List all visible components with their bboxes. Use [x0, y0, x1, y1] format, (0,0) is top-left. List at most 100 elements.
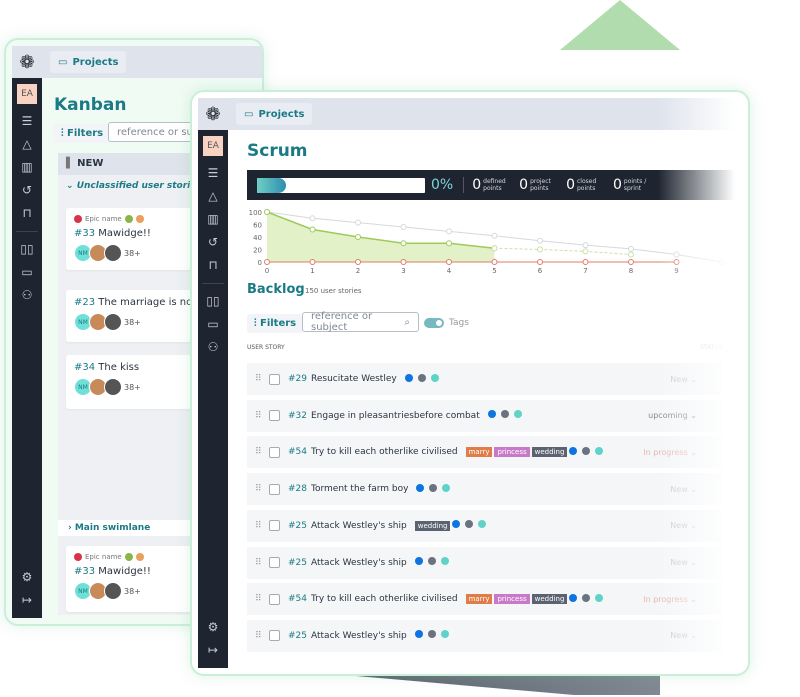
row-checkbox[interactable] — [269, 557, 280, 568]
video-icon[interactable]: ▭ — [21, 265, 33, 279]
status-dropdown[interactable]: In progress ⌄ — [643, 594, 697, 604]
epic-dot — [74, 215, 82, 223]
issues-icon[interactable]: ↺ — [21, 183, 33, 197]
tag[interactable]: marry — [465, 447, 493, 458]
team-icon[interactable]: ⚇ — [207, 340, 219, 354]
epics-icon[interactable]: △ — [208, 189, 218, 203]
row-checkbox[interactable] — [269, 446, 280, 458]
status-dropdown[interactable]: New ⌄ — [670, 374, 697, 384]
story-subject[interactable]: Try to kill each otherlike civilised — [311, 594, 458, 605]
story-subject[interactable]: Torment the farm boy — [311, 484, 409, 495]
sidebar: ❁ EA ☰ △ ▥ ↺ ⊓ ▯▯ ▭ ⚇ ⚙ ↦ — [198, 98, 228, 668]
series-area — [267, 212, 495, 262]
story-ref[interactable]: #28 — [288, 484, 307, 495]
card-title[interactable]: Mawidge!! — [98, 566, 151, 577]
progress-percent: 0% — [431, 177, 454, 193]
avatar[interactable]: EA — [203, 136, 223, 156]
drag-handle-icon[interactable]: ⠿ — [255, 447, 262, 458]
backlog-row[interactable]: ⠿ #25 Attack Westley's ship New ⌄ — [247, 546, 722, 579]
drag-handle-icon[interactable]: ⠿ — [255, 374, 262, 384]
story-subject[interactable]: Attack Westley's ship — [311, 630, 407, 641]
list-icon[interactable]: ☰ — [21, 114, 33, 128]
tag[interactable]: wedding — [531, 594, 568, 605]
backlog-row[interactable]: ⠿ #32 Engage in pleasantriesbefore combat u… — [247, 399, 722, 432]
logout-icon[interactable]: ↦ — [207, 643, 219, 657]
backlog-row[interactable]: ⠿ #54 Try to kill each otherlike civilised… — [247, 436, 722, 469]
story-ref[interactable]: #29 — [288, 374, 307, 384]
search-input[interactable]: reference or subject ⌕ — [302, 311, 419, 333]
row-checkbox[interactable] — [269, 593, 280, 605]
status-dropdown[interactable]: New ⌄ — [670, 631, 697, 641]
settings-icon[interactable]: ⚙ — [207, 620, 219, 634]
status-dropdown[interactable]: New ⌄ — [670, 521, 697, 531]
wiki-icon[interactable]: ▯▯ — [20, 242, 34, 256]
backlog-row[interactable]: ⠿ #28 Torment the farm boy New ⌄ — [247, 473, 722, 506]
card-ref[interactable]: #33 — [74, 566, 96, 577]
team-icon[interactable]: ⚇ — [21, 288, 33, 302]
search-icon[interactable]: ⌕ — [404, 316, 410, 328]
story-ref[interactable]: #25 — [288, 520, 307, 531]
list-icon[interactable]: ☰ — [207, 166, 219, 180]
status-dropdown[interactable]: upcoming ⌄ — [648, 411, 697, 421]
epics-icon[interactable]: △ — [22, 137, 32, 151]
story-ref[interactable]: #25 — [288, 630, 307, 641]
card-title[interactable]: The marriage is not valid — [98, 297, 224, 308]
status-dropdown[interactable]: New ⌄ — [670, 558, 697, 567]
video-icon[interactable]: ▭ — [207, 317, 219, 331]
row-checkbox[interactable] — [269, 410, 280, 422]
status-dropdown[interactable]: New ⌄ — [670, 484, 697, 494]
group-toggle[interactable]: ⌄ Unclassified user stories — [66, 181, 202, 191]
backlog-row[interactable]: ⠿ #25 Attack Westley's ship New ⌄ — [247, 619, 722, 652]
story-ref[interactable]: #25 — [288, 557, 307, 568]
story-subject[interactable]: Try to kill each otherlike civilised — [311, 447, 458, 458]
story-ref[interactable]: #32 — [288, 410, 307, 421]
row-checkbox[interactable] — [269, 520, 280, 532]
tag[interactable]: wedding — [531, 447, 568, 458]
row-checkbox[interactable] — [269, 483, 280, 495]
breadcrumb-projects[interactable]: ▭ Projects — [50, 51, 127, 73]
drag-handle-icon[interactable]: ⠿ — [255, 630, 262, 641]
logout-icon[interactable]: ↦ — [21, 593, 33, 607]
settings-icon[interactable]: ⚙ — [21, 570, 33, 584]
backlog-row[interactable]: ⠿ #29 Resucitate Westley New ⌄ — [247, 363, 722, 395]
bookmark-icon[interactable]: ⊓ — [22, 206, 32, 220]
story-subject[interactable]: Resucitate Westley — [311, 374, 397, 384]
row-checkbox[interactable] — [269, 630, 280, 642]
drag-handle-icon[interactable]: ⠿ — [255, 410, 262, 421]
wiki-icon[interactable]: ▯▯ — [206, 294, 220, 308]
status-dropdown[interactable]: In progress ⌄ — [643, 447, 697, 457]
filters-button[interactable]: ⫶ Filters — [54, 124, 111, 143]
filters-button[interactable]: ⫶ Filters — [247, 314, 304, 333]
drag-handle-icon[interactable]: ⠿ — [255, 520, 262, 531]
card-title[interactable]: The kiss — [98, 362, 140, 373]
story-ref[interactable]: #54 — [288, 594, 307, 605]
breadcrumb-projects[interactable]: ▭ Projects — [236, 103, 313, 125]
data-point — [446, 228, 452, 235]
card-ref[interactable]: #33 — [74, 228, 96, 239]
kanban-icon[interactable]: ▥ — [21, 160, 33, 174]
story-ref[interactable]: #54 — [288, 447, 307, 458]
epic-dot — [74, 553, 82, 561]
issues-icon[interactable]: ↺ — [207, 235, 219, 249]
row-checkbox[interactable] — [269, 373, 280, 385]
story-subject[interactable]: Attack Westley's ship — [311, 557, 407, 568]
story-subject[interactable]: Engage in pleasantriesbefore combat — [311, 410, 480, 421]
story-subject[interactable]: Attack Westley's ship — [311, 520, 407, 531]
bookmark-icon[interactable]: ⊓ — [208, 258, 218, 272]
drag-handle-icon[interactable]: ⠿ — [255, 484, 262, 495]
tag[interactable]: wedding — [414, 520, 451, 531]
avatar[interactable]: EA — [17, 84, 37, 104]
card-title[interactable]: Mawidge!! — [98, 228, 151, 239]
tag[interactable]: princess — [494, 447, 530, 458]
drag-handle-icon[interactable]: ⠿ — [255, 594, 262, 605]
card-ref[interactable]: #23 — [74, 297, 96, 308]
tag[interactable]: marry — [465, 594, 493, 605]
kanban-icon[interactable]: ▥ — [207, 212, 219, 226]
filters-label: Filters — [259, 318, 297, 329]
tag[interactable]: princess — [494, 594, 530, 605]
card-ref[interactable]: #34 — [74, 362, 96, 373]
backlog-row[interactable]: ⠿ #25 Attack Westley's ship wedding New ⌄ — [247, 509, 722, 542]
tags-toggle[interactable] — [424, 318, 444, 328]
drag-handle-icon[interactable]: ⠿ — [255, 557, 262, 568]
backlog-row[interactable]: ⠿ #54 Try to kill each otherlike civilised… — [247, 583, 722, 616]
